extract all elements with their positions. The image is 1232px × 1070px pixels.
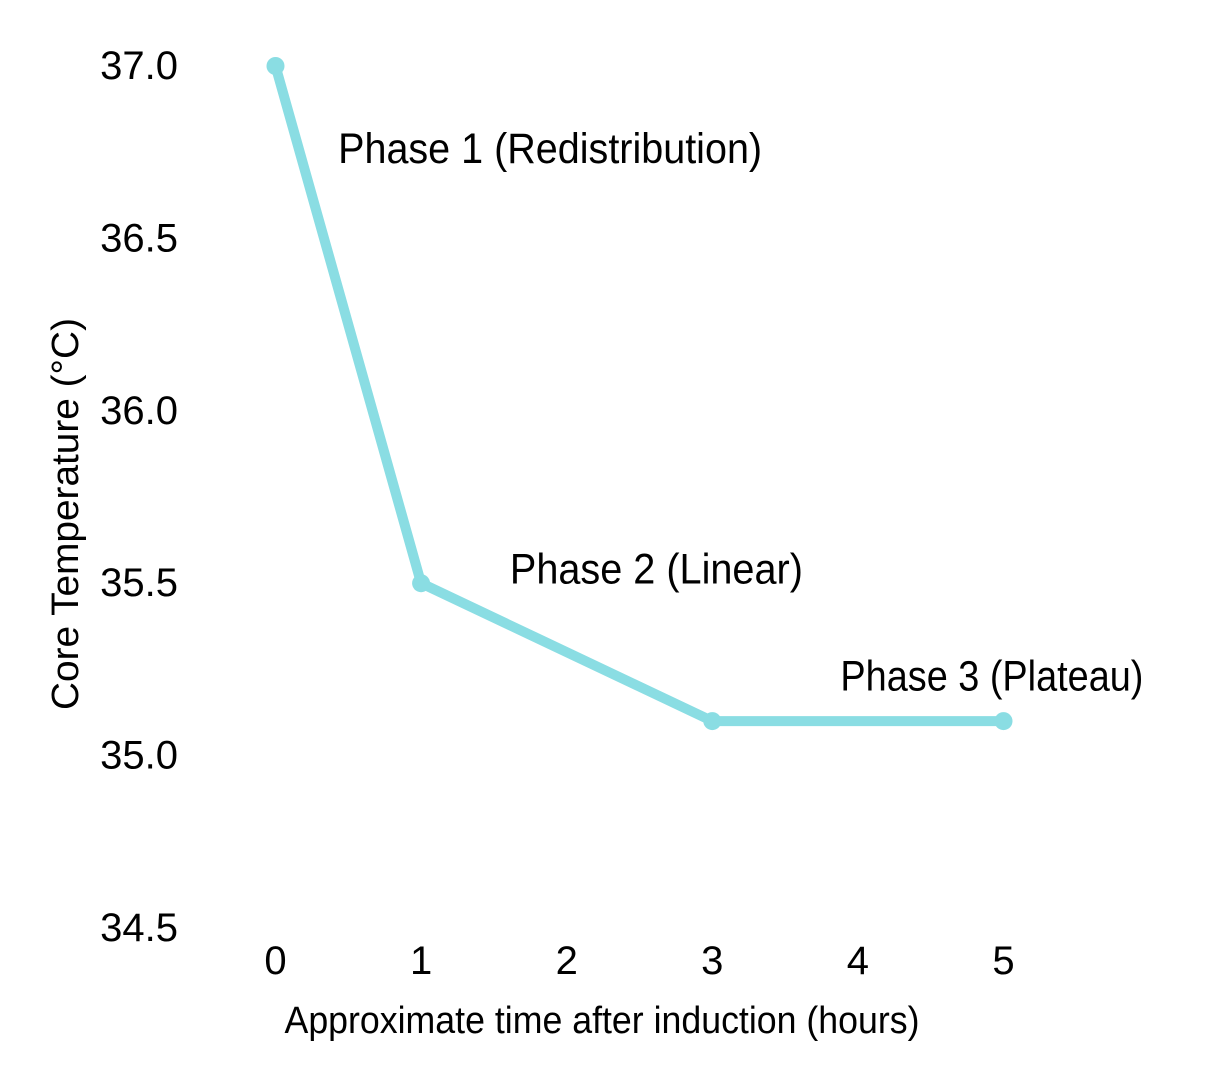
y-tick-label: 35.5: [100, 561, 178, 605]
x-tick-label: 2: [556, 939, 578, 983]
series-line: [270, 61, 1009, 727]
data-point-marker: [412, 574, 431, 593]
y-tick-label: 34.5: [100, 906, 178, 950]
x-tick-label: 3: [701, 939, 723, 983]
y-tick-label: 37.0: [100, 44, 178, 88]
y-axis-title: Core Temperature (°C): [45, 318, 87, 710]
x-tick-label: 5: [992, 939, 1014, 983]
phase-annotation: Phase 3 (Plateau): [840, 652, 1143, 700]
data-point-marker: [703, 712, 722, 731]
y-tick-label: 35.0: [100, 734, 178, 778]
x-tick-label: 4: [847, 939, 869, 983]
phase-annotations: Phase 1 (Redistribution) Phase 2 (Linear)…: [338, 125, 1143, 701]
y-tick-label: 36.0: [100, 389, 178, 433]
data-point-marker: [266, 57, 285, 75]
y-tick-label: 36.5: [100, 216, 178, 260]
phase-annotation: Phase 2 (Linear): [510, 545, 803, 593]
y-axis-tick-labels: 37.0 36.5 36.0 35.5 35.0 34.5: [100, 44, 178, 950]
x-tick-label: 1: [410, 939, 432, 983]
phase-annotation: Phase 1 (Redistribution): [338, 125, 762, 173]
x-axis-title: Approximate time after induction (hours): [285, 1000, 920, 1042]
x-axis-tick-labels: 0 1 2 3 4 5: [264, 939, 1014, 983]
data-point-markers: [266, 57, 1013, 731]
data-point-marker: [994, 712, 1013, 731]
x-tick-label: 0: [264, 939, 286, 983]
